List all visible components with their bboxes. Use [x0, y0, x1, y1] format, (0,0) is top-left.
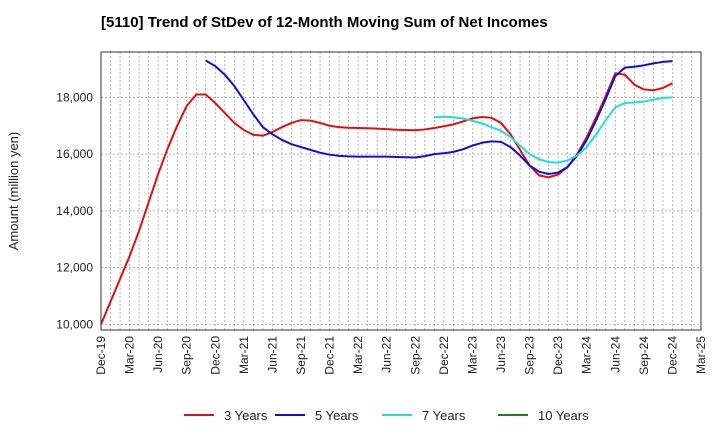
legend-label: 3 Years — [224, 408, 268, 423]
x-tick-label: Mar-23 — [465, 336, 479, 374]
y-tick-label: 10,000 — [56, 317, 93, 331]
legend: 3 Years 5 Years 7 Years 10 Years — [184, 408, 589, 423]
chart-title: [5110] Trend of StDev of 12-Month Moving… — [101, 14, 548, 31]
series-lines — [100, 59, 673, 325]
x-tick-label: Dec-20 — [208, 336, 222, 375]
x-tick-label: Jun-24 — [608, 336, 622, 373]
y-tick-label: 12,000 — [56, 261, 93, 275]
plot-frame — [100, 51, 702, 331]
x-tick-label: Mar-22 — [351, 336, 365, 374]
x-tick-label: Dec-21 — [323, 336, 337, 375]
x-tick-label: Sep-21 — [294, 336, 308, 375]
x-tick-label: Dec-24 — [665, 336, 679, 375]
y-axis-title: Amount (million yen) — [6, 132, 21, 251]
series-line-1 — [100, 72, 673, 325]
y-tick-label: 18,000 — [56, 90, 93, 104]
y-axis-ticks: 10,000 12,000 14,000 16,000 18,000 — [56, 90, 93, 331]
x-tick-label: Sep-22 — [408, 336, 422, 375]
x-tick-label: Mar-25 — [694, 336, 708, 374]
legend-label: 10 Years — [538, 408, 589, 423]
legend-label: 5 Years — [315, 408, 359, 423]
x-tick-label: Jun-20 — [151, 336, 165, 373]
x-tick-label: Dec-19 — [94, 336, 108, 375]
x-tick-label: Jun-23 — [494, 336, 508, 373]
grid — [101, 52, 701, 330]
x-tick-label: Jun-22 — [380, 336, 394, 373]
y-tick-label: 16,000 — [56, 147, 93, 161]
x-tick-label: Sep-23 — [523, 336, 537, 375]
x-tick-label: Mar-20 — [123, 336, 137, 374]
x-tick-label: Sep-20 — [180, 336, 194, 375]
x-tick-label: Mar-21 — [237, 336, 251, 374]
x-tick-label: Jun-21 — [265, 336, 279, 373]
x-tick-label: Mar-24 — [580, 336, 594, 374]
legend-label: 7 Years — [422, 408, 466, 423]
x-tick-label: Dec-22 — [437, 336, 451, 375]
series-line-3 — [434, 96, 673, 164]
series-line-2 — [205, 59, 673, 175]
x-tick-label: Dec-23 — [551, 336, 565, 375]
x-axis-ticks: Dec-19 Mar-20 Jun-20 Sep-20 Dec-20 Mar-21 Jun-… — [94, 336, 708, 375]
y-tick-label: 14,000 — [56, 204, 93, 218]
x-tick-label: Sep-24 — [637, 336, 651, 375]
